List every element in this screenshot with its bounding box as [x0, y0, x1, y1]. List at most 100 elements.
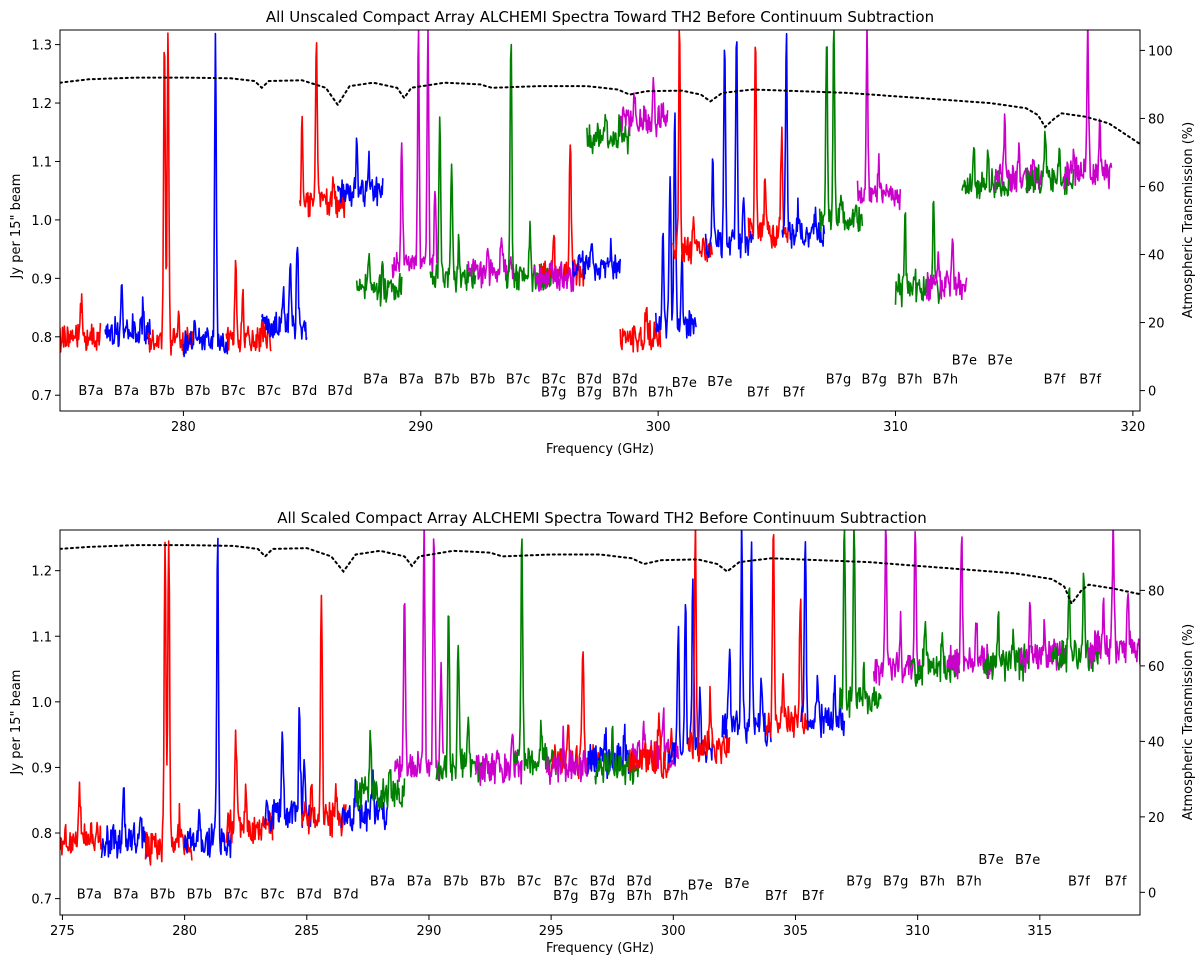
- series-b7h-line: [925, 238, 968, 302]
- panel-scaled: All Scaled Compact Array ALCHEMI Spectra…: [9, 509, 1196, 956]
- segment-label: B7a: [363, 373, 388, 388]
- segment-label: B7g: [861, 373, 886, 388]
- segment-label: B7a: [407, 875, 432, 890]
- segment-label: B7e: [724, 877, 749, 892]
- series-b7g-line: [838, 530, 882, 718]
- segment-label: B7e: [688, 878, 713, 893]
- series-b7h-line: [655, 112, 697, 339]
- segment-label: B7b: [187, 888, 212, 903]
- segment-label: B7c: [224, 888, 248, 903]
- series-b7e-line: [1019, 601, 1068, 674]
- x-tick-label: 300: [661, 924, 686, 939]
- y-tick-label: 1.0: [31, 214, 52, 229]
- segment-label: B7a: [370, 875, 395, 890]
- segment-label: B7a: [399, 373, 424, 388]
- segment-label: B7d: [327, 384, 352, 399]
- plot-area: [60, 530, 1140, 866]
- segment-label: B7e: [1015, 853, 1040, 868]
- segment-label: B7h: [648, 385, 673, 400]
- segment-label: B7c: [260, 888, 284, 903]
- series-b7b-line: [435, 615, 484, 783]
- x-tick-label: 280: [171, 420, 196, 435]
- series-b7b-line: [182, 32, 230, 358]
- y2-tick-label: 20: [1148, 811, 1165, 826]
- segment-label: B7f: [1105, 875, 1127, 890]
- y2-tick-label: 80: [1148, 584, 1165, 599]
- segment-label: B7g: [590, 889, 615, 904]
- series-b7h-line: [619, 306, 662, 353]
- segment-label: B7f: [747, 385, 769, 400]
- y-tick-label: 0.8: [31, 331, 52, 346]
- x-tick-label: 310: [883, 420, 908, 435]
- y2-tick-label: 100: [1148, 44, 1173, 59]
- series-b7f-line: [799, 540, 846, 739]
- series-b7a-line: [394, 530, 445, 783]
- segment-label: B7c: [517, 875, 541, 890]
- series-b7c-line: [225, 729, 274, 845]
- y2-tick-label: 60: [1148, 180, 1165, 195]
- series-b7e-line: [994, 113, 1044, 194]
- segment-label: B7h: [626, 889, 651, 904]
- series-b7e-line: [704, 41, 754, 259]
- y2-tick-label: 0: [1148, 886, 1156, 901]
- series-b7b-line: [183, 537, 232, 859]
- segment-label: B7d: [296, 888, 321, 903]
- series-b7b-line: [144, 540, 193, 866]
- series-b7b-line: [429, 116, 477, 293]
- series-b7g-line: [872, 530, 921, 686]
- segment-label: B7g: [577, 385, 602, 400]
- plot-frame: [59, 529, 1141, 916]
- y2-tick-label: 40: [1148, 249, 1165, 264]
- y2-axis-label: Atmospheric Transmission (%): [1181, 122, 1196, 319]
- segment-label: B7h: [956, 875, 981, 890]
- segment-label: B7f: [1044, 373, 1066, 388]
- x-tick-label: 285: [294, 924, 319, 939]
- series-b7h-line: [894, 200, 942, 308]
- series-b7b-line: [474, 733, 523, 787]
- series-b7c-line: [225, 259, 272, 353]
- segment-label: B7g: [846, 875, 871, 890]
- segment-label: B7d: [292, 384, 317, 399]
- segment-label: B7a: [78, 384, 103, 399]
- series-b7g-line: [545, 725, 591, 786]
- segment-label: B7b: [185, 384, 210, 399]
- plot-area: [60, 30, 1140, 358]
- series-b7a-line: [60, 781, 103, 856]
- y-tick-label: 0.9: [31, 761, 52, 776]
- segment-label: B7c: [554, 875, 578, 890]
- y-tick-label: 0.9: [31, 272, 52, 287]
- series-b7h-line: [628, 712, 675, 780]
- segment-label: B7a: [77, 888, 102, 903]
- segment-label: B7a: [114, 384, 139, 399]
- segment-label: B7h: [612, 385, 637, 400]
- x-tick-label: 305: [783, 924, 808, 939]
- y-tick-label: 0.7: [31, 389, 52, 404]
- y-tick-label: 0.8: [31, 827, 52, 842]
- segment-label: B7e: [707, 375, 732, 390]
- segment-label: B7e: [952, 353, 977, 368]
- series-b7c-line: [264, 706, 313, 832]
- segment-label: B7d: [590, 875, 615, 890]
- series-b7a-line: [391, 30, 438, 279]
- y-axis-label: Jy per 15" beam: [9, 670, 24, 776]
- segment-label: B7g: [826, 373, 851, 388]
- x-tick-label: 290: [417, 924, 442, 939]
- segment-label: B7b: [150, 888, 175, 903]
- series-b7f-line: [1087, 530, 1140, 670]
- segment-label: B7h: [663, 889, 688, 904]
- y2-tick-label: 20: [1148, 317, 1165, 332]
- series-b7a-line: [354, 729, 406, 810]
- y-tick-label: 1.1: [31, 155, 52, 170]
- series-b7d-line: [298, 41, 346, 219]
- series-b7f-line: [765, 533, 809, 739]
- x-tick-label: 300: [646, 420, 671, 435]
- series-b7g-line: [533, 259, 576, 293]
- series-b7d-line: [586, 113, 631, 155]
- x-tick-label: 320: [1120, 420, 1145, 435]
- x-axis-label: Frequency (GHz): [546, 442, 654, 457]
- series-b7e-line: [982, 611, 1031, 682]
- y2-tick-label: 40: [1148, 735, 1165, 750]
- x-tick-label: 290: [408, 420, 433, 435]
- x-tick-label: 315: [1027, 924, 1052, 939]
